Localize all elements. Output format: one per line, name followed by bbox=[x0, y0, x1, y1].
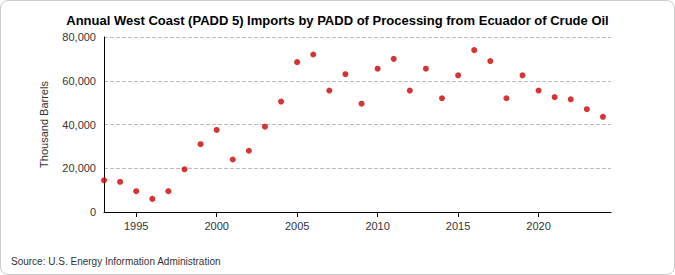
svg-text:80,000: 80,000 bbox=[62, 31, 96, 43]
svg-text:40,000: 40,000 bbox=[62, 119, 96, 131]
svg-text:1995: 1995 bbox=[124, 220, 148, 232]
svg-text:20,000: 20,000 bbox=[62, 162, 96, 174]
svg-text:Source: U.S. Energy Informatio: Source: U.S. Energy Information Administ… bbox=[11, 256, 221, 267]
svg-text:2015: 2015 bbox=[446, 220, 470, 232]
svg-text:2020: 2020 bbox=[526, 220, 550, 232]
svg-text:2000: 2000 bbox=[204, 220, 228, 232]
svg-text:Annual West Coast (PADD 5) Imp: Annual West Coast (PADD 5) Imports by PA… bbox=[66, 13, 608, 28]
svg-text:0: 0 bbox=[90, 206, 96, 218]
svg-text:60,000: 60,000 bbox=[62, 75, 96, 87]
svg-text:2010: 2010 bbox=[365, 220, 389, 232]
svg-text:2005: 2005 bbox=[285, 220, 309, 232]
svg-text:Thousand Barrels: Thousand Barrels bbox=[38, 81, 50, 168]
